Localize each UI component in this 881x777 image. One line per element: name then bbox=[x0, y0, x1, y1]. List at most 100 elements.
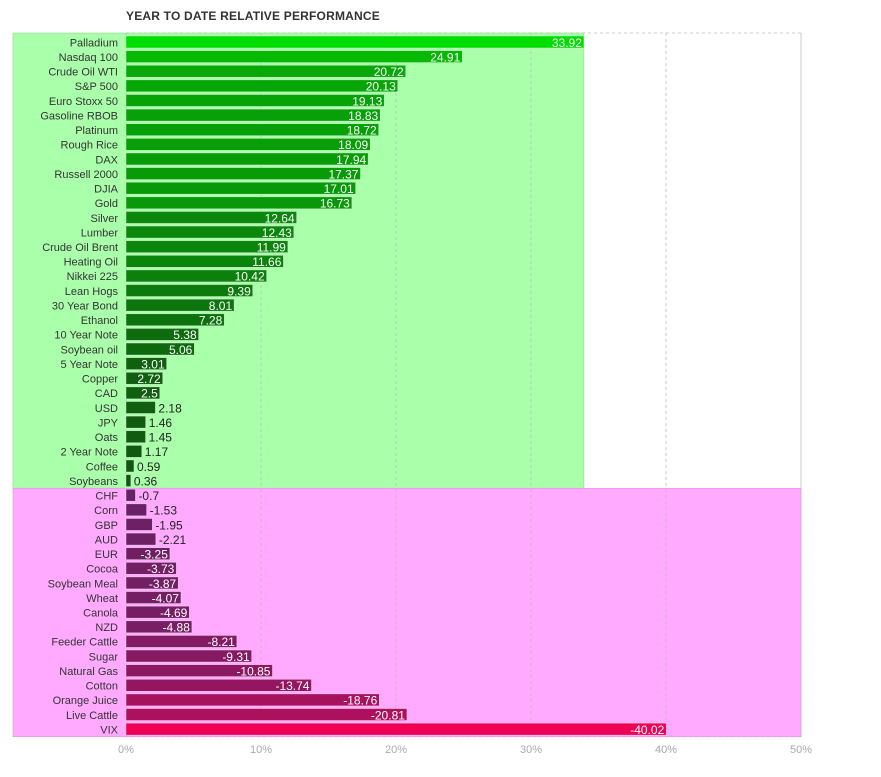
value-label: 12.43 bbox=[262, 226, 292, 240]
bar[interactable] bbox=[125, 401, 156, 414]
bar[interactable] bbox=[125, 415, 147, 429]
bar[interactable] bbox=[125, 181, 356, 195]
bar[interactable] bbox=[125, 255, 284, 268]
bar[interactable] bbox=[125, 313, 225, 327]
bar[interactable] bbox=[125, 678, 312, 692]
bar[interactable] bbox=[125, 649, 252, 663]
bar[interactable] bbox=[125, 211, 297, 224]
bar[interactable] bbox=[125, 298, 235, 312]
bar[interactable] bbox=[125, 547, 171, 561]
category-label: Lean Hogs bbox=[65, 286, 119, 298]
bar[interactable] bbox=[125, 474, 132, 487]
value-label: -4.88 bbox=[163, 621, 191, 635]
category-label: Oats bbox=[95, 432, 119, 444]
bar[interactable] bbox=[125, 342, 195, 356]
bar[interactable] bbox=[125, 240, 289, 253]
category-label: 10 Year Note bbox=[54, 330, 118, 342]
bar[interactable] bbox=[125, 620, 193, 634]
bar[interactable] bbox=[125, 693, 380, 707]
category-label: Nikkei 225 bbox=[67, 271, 118, 283]
bar[interactable] bbox=[125, 225, 295, 239]
bar[interactable] bbox=[125, 635, 238, 648]
value-label: 18.72 bbox=[347, 124, 377, 138]
bar[interactable] bbox=[125, 488, 136, 502]
bar[interactable] bbox=[125, 503, 147, 517]
bar[interactable] bbox=[125, 576, 179, 590]
bar[interactable] bbox=[125, 708, 408, 721]
category-label: Silver bbox=[90, 213, 118, 225]
bar[interactable] bbox=[125, 591, 182, 604]
bar[interactable] bbox=[125, 605, 190, 619]
category-label: NZD bbox=[95, 622, 118, 634]
category-label: Wheat bbox=[86, 593, 118, 605]
category-label: Crude Oil Brent bbox=[42, 242, 118, 254]
category-label: Russell 2000 bbox=[54, 169, 118, 181]
value-label: -8.21 bbox=[207, 635, 235, 649]
value-label: 3.01 bbox=[141, 357, 165, 371]
bar[interactable] bbox=[125, 445, 143, 458]
value-label: 18.09 bbox=[338, 138, 368, 152]
category-label: Platinum bbox=[75, 125, 118, 137]
value-label: -3.73 bbox=[147, 562, 175, 576]
bar[interactable] bbox=[125, 50, 463, 63]
value-label: 0.36 bbox=[134, 474, 158, 488]
category-label: Gasoline RBOB bbox=[40, 110, 118, 122]
bar[interactable] bbox=[125, 167, 361, 180]
value-label: 17.94 bbox=[336, 153, 366, 167]
value-label: 12.64 bbox=[265, 211, 295, 225]
value-label: 1.17 bbox=[145, 445, 169, 459]
bar[interactable] bbox=[125, 108, 381, 122]
category-label: AUD bbox=[95, 534, 118, 546]
value-label: 33.92 bbox=[552, 36, 582, 50]
bar[interactable] bbox=[125, 284, 254, 297]
bar[interactable] bbox=[125, 123, 380, 137]
bar[interactable] bbox=[125, 79, 399, 93]
bar[interactable] bbox=[125, 518, 153, 531]
value-label: -3.87 bbox=[149, 577, 177, 591]
bar[interactable] bbox=[125, 459, 135, 473]
bar[interactable] bbox=[125, 328, 199, 341]
category-label: 2 Year Note bbox=[61, 447, 119, 459]
category-label: Live Cattle bbox=[66, 710, 118, 722]
category-label: Palladium bbox=[70, 37, 118, 49]
value-label: 11.66 bbox=[252, 255, 281, 269]
bar[interactable] bbox=[125, 35, 585, 49]
value-label: 11.99 bbox=[257, 240, 286, 254]
category-label: Rough Rice bbox=[61, 140, 118, 152]
bar[interactable] bbox=[125, 196, 353, 210]
bar[interactable] bbox=[125, 269, 267, 283]
x-tick-label: 50% bbox=[790, 744, 812, 756]
bar[interactable] bbox=[125, 430, 146, 444]
value-label: 24.91 bbox=[430, 50, 460, 64]
category-label: EUR bbox=[95, 549, 118, 561]
bar[interactable] bbox=[125, 664, 273, 677]
chart-title: YEAR TO DATE RELATIVE PERFORMANCE bbox=[126, 9, 380, 23]
bar[interactable] bbox=[125, 532, 157, 546]
value-label: 2.5 bbox=[141, 387, 158, 401]
value-label: -40.02 bbox=[630, 723, 664, 737]
bar[interactable] bbox=[125, 138, 371, 151]
x-tick-label: 20% bbox=[385, 744, 407, 756]
bar[interactable] bbox=[125, 386, 161, 400]
category-label: S&P 500 bbox=[75, 81, 118, 93]
bar[interactable] bbox=[125, 94, 385, 107]
value-label: 16.73 bbox=[320, 197, 350, 211]
value-label: 1.46 bbox=[149, 416, 173, 430]
bar[interactable] bbox=[125, 722, 667, 736]
bar[interactable] bbox=[125, 152, 369, 166]
bar[interactable] bbox=[125, 562, 177, 575]
value-label: 5.38 bbox=[173, 328, 197, 342]
bar[interactable] bbox=[125, 357, 167, 370]
bar[interactable] bbox=[125, 371, 164, 385]
value-label: 5.06 bbox=[169, 343, 193, 357]
bar[interactable] bbox=[125, 64, 407, 78]
category-label: USD bbox=[95, 403, 118, 415]
category-label: Ethanol bbox=[81, 315, 118, 327]
category-label: Soybean oil bbox=[61, 344, 119, 356]
category-label: Orange Juice bbox=[53, 695, 118, 707]
category-label: Canola bbox=[83, 607, 119, 619]
x-tick-label: 10% bbox=[250, 744, 272, 756]
category-label: 30 Year Bond bbox=[52, 300, 118, 312]
x-tick-label: 30% bbox=[520, 744, 542, 756]
value-label: -3.25 bbox=[141, 548, 169, 562]
